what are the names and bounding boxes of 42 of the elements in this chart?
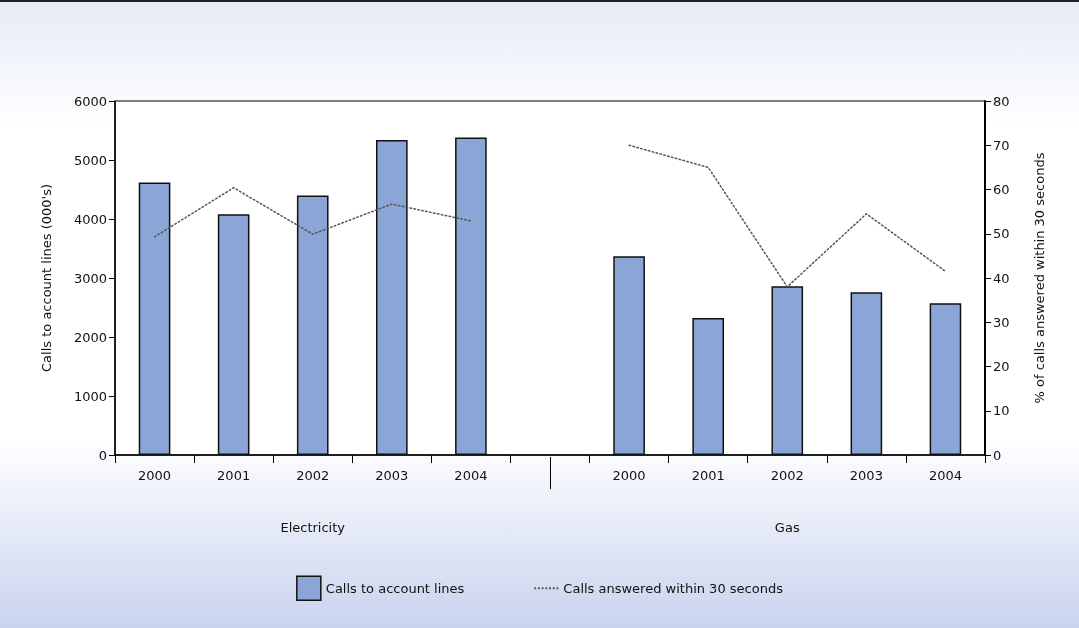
x-tick-label: 2004 [454, 468, 488, 483]
x-tick-label: 2001 [217, 468, 251, 483]
y-tick-label: 1000 [73, 388, 107, 404]
bar [613, 256, 645, 455]
bar [771, 286, 804, 455]
y2-tick-label: 80 [993, 93, 1010, 109]
y-tick-label: 5000 [73, 152, 107, 168]
bar [138, 182, 171, 455]
bar [929, 303, 962, 455]
bar [455, 137, 487, 455]
text: Gas [774, 520, 800, 535]
y2-axis-title: % of calls answered within 30 seconds [1032, 152, 1047, 404]
y2-tick-label: 60 [993, 182, 1010, 197]
x-tick-label: 2001 [691, 468, 725, 483]
x-tick-label: 2004 [928, 468, 962, 483]
x-tick-label: 2002 [770, 468, 804, 483]
y2-tick-label: 0 [993, 447, 1002, 463]
y2-tick-label: 20 [993, 359, 1010, 374]
y-axis-title: Calls to account lines (000's) [39, 184, 54, 372]
y2-tick-label: 40 [993, 270, 1010, 286]
bar [376, 139, 408, 455]
x-tick-label: 2000 [138, 468, 172, 483]
y-tick-label: 3000 [73, 270, 107, 286]
bar [217, 214, 250, 455]
legend-label: Calls to account lines [325, 580, 465, 596]
y-tick-label: 4000 [73, 211, 107, 227]
x-tick-label: 2003 [375, 468, 409, 483]
y2-tick-label: 10 [993, 403, 1010, 419]
x-tick-label: 2003 [849, 468, 883, 483]
legend-label: Calls answered within 30 seconds [563, 580, 784, 596]
bar [850, 292, 883, 455]
y2-tick-label: 70 [993, 137, 1010, 153]
bar [692, 318, 724, 455]
bar [296, 195, 329, 455]
y-tick-label: 0 [98, 447, 107, 463]
y-tick-label: 6000 [73, 93, 107, 109]
y2-tick-label: 30 [993, 314, 1010, 330]
y2-tick-label: 50 [993, 226, 1010, 242]
x-tick-label: 2000 [612, 468, 646, 483]
x-tick-label: 2002 [296, 468, 330, 483]
y-tick-label: 2000 [73, 329, 107, 345]
text: Electricity [280, 520, 346, 535]
